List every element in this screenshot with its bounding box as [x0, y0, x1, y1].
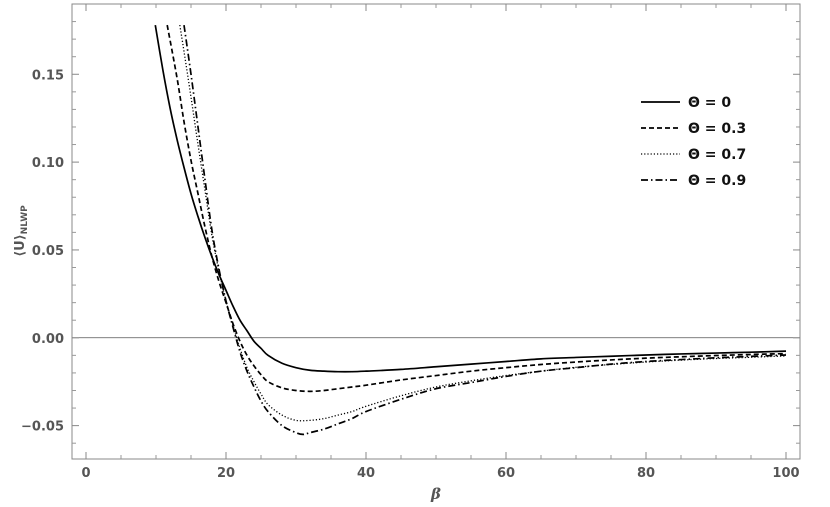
legend-label-1: Θ = 0.3: [688, 121, 746, 137]
ticks: [72, 4, 800, 459]
series-line-1: [166, 24, 787, 393]
x-tick-label: 0: [81, 466, 90, 481]
series-group: [154, 24, 787, 436]
y-tick-label: 0.10: [32, 156, 64, 171]
series-line-0: [154, 24, 787, 373]
legend-label-0: Θ = 0: [688, 95, 731, 111]
x-tick-label: 80: [637, 466, 655, 481]
y-tick-label: 0.15: [32, 68, 64, 83]
tick-labels: 0 20 40 60 80 100 −0.05 0.00 0.05 0.10 0.15: [21, 68, 800, 481]
y-tick-label: 0.00: [32, 332, 64, 347]
x-axis-title: β: [430, 485, 441, 503]
y-axis-title-sub: NLWP: [20, 205, 30, 234]
legend-label-3: Θ = 0.9: [688, 173, 746, 189]
y-tick-label: −0.05: [21, 420, 64, 435]
x-tick-label: 60: [497, 466, 515, 481]
y-axis-title-main: ⟨U⟩: [13, 234, 28, 256]
x-tick-label: 100: [772, 466, 799, 481]
x-tick-label: 20: [217, 466, 235, 481]
y-axis-title: ⟨U⟩NLWP: [13, 205, 30, 257]
plot-frame: [71, 3, 801, 460]
legend: Θ = 0 Θ = 0.3 Θ = 0.7 Θ = 0.9: [641, 95, 746, 189]
legend-label-2: Θ = 0.7: [688, 147, 746, 163]
x-tick-label: 40: [357, 466, 375, 481]
series-line-2: [179, 24, 787, 422]
y-tick-label: 0.05: [32, 244, 64, 259]
series-line-3: [183, 24, 787, 436]
